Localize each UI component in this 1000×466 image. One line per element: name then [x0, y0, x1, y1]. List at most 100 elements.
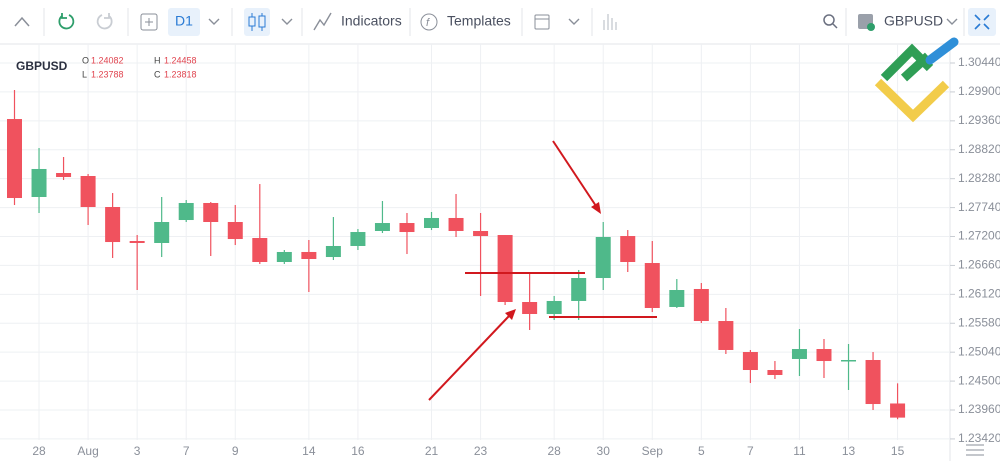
candle-body: [350, 232, 366, 246]
x-tick-label: Aug: [77, 444, 98, 458]
y-tick-label: 1.29900: [958, 84, 1000, 98]
arrow: [552, 140, 597, 207]
candle-body: [56, 173, 72, 178]
y-tick-label: 1.29360: [958, 113, 1000, 127]
templates-icon: [420, 13, 438, 31]
candle-body: [693, 288, 709, 322]
candle-body: [791, 349, 807, 359]
candle-body: [203, 202, 219, 222]
candle-body: [669, 290, 685, 307]
y-tick-label: 1.23960: [958, 402, 1000, 416]
arrow: [428, 315, 510, 401]
x-tick-label: 3: [134, 444, 141, 458]
candle-body: [595, 236, 611, 279]
candle-body: [767, 370, 783, 375]
candle-body: [816, 349, 832, 362]
ohlc-legend: O 1.24082 H 1.24458 L 1.23788 C 1.23818: [82, 55, 197, 79]
add-icon: [145, 18, 153, 26]
y-tick-label: 1.26120: [958, 287, 1000, 301]
candle-body: [890, 403, 906, 418]
ohlc-value: 1.24458: [164, 55, 197, 65]
candle-body: [620, 236, 636, 263]
y-tick-label: 1.27740: [958, 200, 1000, 214]
candle-body: [448, 217, 464, 231]
y-tick-label: 1.30440: [958, 55, 1000, 69]
x-tick-label: 14: [302, 444, 316, 458]
x-tick-label: 7: [183, 444, 190, 458]
templates-button[interactable]: Templates: [447, 13, 511, 29]
candle-body: [276, 251, 292, 263]
candle-body: [325, 245, 341, 258]
timeframe: D1: [175, 13, 193, 29]
candle-body: [546, 300, 562, 314]
x-tick-label: 9: [232, 444, 239, 458]
fullscreen-button[interactable]: [968, 8, 996, 36]
candle-body: [301, 251, 317, 260]
dropdown[interactable]: [208, 18, 220, 25]
ohlc-label: O: [82, 55, 89, 65]
x-tick-label: 15: [891, 444, 905, 458]
volume-icon[interactable]: [603, 14, 617, 30]
indicators-icon: [313, 12, 332, 31]
redo-button[interactable]: [96, 13, 113, 30]
candle-body: [154, 221, 170, 243]
x-tick-label: 28: [547, 444, 561, 458]
candle-body: [80, 176, 96, 208]
indicators-button[interactable]: Indicators: [341, 13, 402, 29]
candle-body: [718, 321, 734, 350]
x-tick-label: 16: [351, 444, 365, 458]
x-tick-label: 11: [793, 444, 806, 458]
x-tick-label: 13: [842, 444, 856, 458]
x-tick-label: 30: [597, 444, 611, 458]
chart-type-button[interactable]: [244, 8, 270, 36]
calendar-icon[interactable]: [534, 14, 550, 30]
logo-yellow: [874, 78, 950, 123]
ohlc-value: 1.24082: [91, 55, 124, 65]
logo: [874, 37, 959, 123]
y-tick-label: 1.23420: [958, 431, 1000, 445]
candle-body: [7, 119, 22, 199]
y-tick-label: 1.24500: [958, 373, 1000, 387]
ohlc-label: H: [154, 55, 161, 65]
y-tick-label: 1.28280: [958, 171, 1000, 185]
ohlc-value: 1.23788: [91, 69, 124, 79]
candle-body: [105, 207, 121, 243]
timeframe-button[interactable]: [168, 8, 200, 36]
candle-body: [31, 168, 47, 197]
dropdown[interactable]: [568, 18, 580, 25]
candle-body: [865, 359, 881, 405]
symbol-button[interactable]: GBPUSD: [884, 13, 943, 29]
ohlc-label: C: [154, 69, 161, 79]
candle-body: [227, 221, 243, 240]
separators: [43, 8, 965, 36]
y-tick-label: 1.25040: [958, 344, 1000, 358]
candle-body: [571, 278, 587, 301]
dropdown[interactable]: [946, 18, 958, 25]
x-tick-label: 21: [425, 444, 439, 458]
plot: 1.30440 1.29900 1.29360 1.28820 1.28280 1.277…: [0, 44, 1000, 458]
legend-symbol: GBPUSD: [16, 59, 68, 73]
candle-body: [473, 230, 489, 237]
templates-glyph: f: [426, 17, 430, 29]
y-tick-label: 1.25580: [958, 315, 1000, 329]
candle-body: [644, 263, 660, 308]
settings-icon[interactable]: [966, 444, 984, 456]
undo-button[interactable]: [58, 13, 75, 30]
dropdown[interactable]: [281, 18, 293, 25]
candle-body: [742, 352, 758, 371]
candle-body: [399, 223, 415, 233]
search-button[interactable]: [823, 14, 835, 26]
annotations: [428, 140, 657, 401]
x-tick-label: 23: [474, 444, 488, 458]
candle-body: [374, 223, 390, 231]
x-tick-label: 7: [747, 444, 754, 458]
collapse-button[interactable]: [14, 16, 30, 27]
add-button[interactable]: [140, 13, 158, 31]
candle-body: [522, 302, 538, 314]
candle-body: [424, 217, 440, 228]
candle-body: [497, 235, 513, 303]
ohlc-value: 1.23818: [164, 69, 197, 79]
y-tick-label: 1.27200: [958, 229, 1000, 243]
